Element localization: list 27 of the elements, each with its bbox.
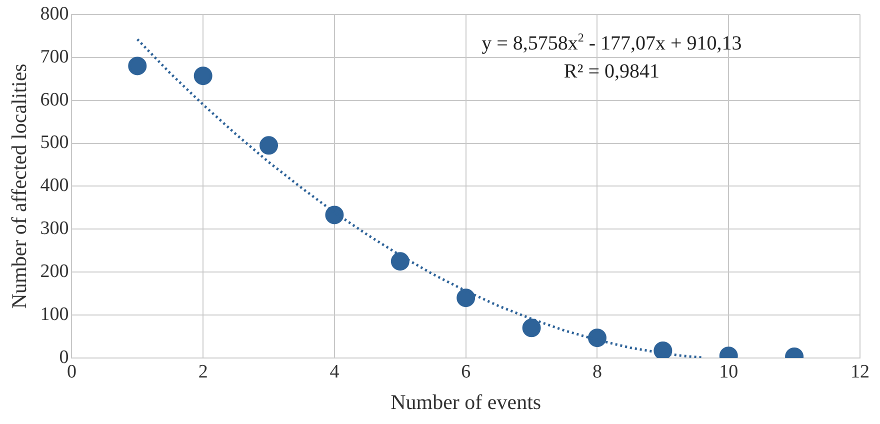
point	[128, 56, 147, 76]
x-tick-label: 2	[198, 361, 208, 382]
point	[588, 328, 606, 348]
annotation: R² = 0,9841	[564, 60, 660, 82]
point	[194, 66, 212, 86]
y-tick-label: 700	[40, 46, 69, 68]
y-tick-label: 300	[40, 218, 69, 240]
point	[654, 341, 672, 358]
y-tick-label: 100	[40, 304, 69, 326]
y-tick-label: 500	[40, 132, 69, 154]
x-tick-label: 6	[461, 361, 471, 382]
x-axis-title: Number of events	[390, 390, 542, 414]
point	[456, 288, 476, 308]
point	[390, 252, 410, 271]
y-tick-label: 0	[59, 346, 69, 368]
x-tick-label: 10	[719, 361, 738, 382]
x-tick-label: 8	[592, 361, 602, 382]
y-tick-label: 400	[40, 175, 69, 196]
y-tick-label: 800	[40, 3, 69, 24]
point	[325, 206, 344, 224]
point	[260, 136, 278, 155]
x-tick-label: 4	[330, 361, 340, 382]
y-axis-title: Number of affected localities	[7, 64, 32, 309]
point	[522, 318, 541, 338]
y-tick-label: 200	[40, 261, 69, 282]
x-tick-label: 12	[850, 361, 870, 382]
y-tick-label: 600	[40, 89, 69, 110]
